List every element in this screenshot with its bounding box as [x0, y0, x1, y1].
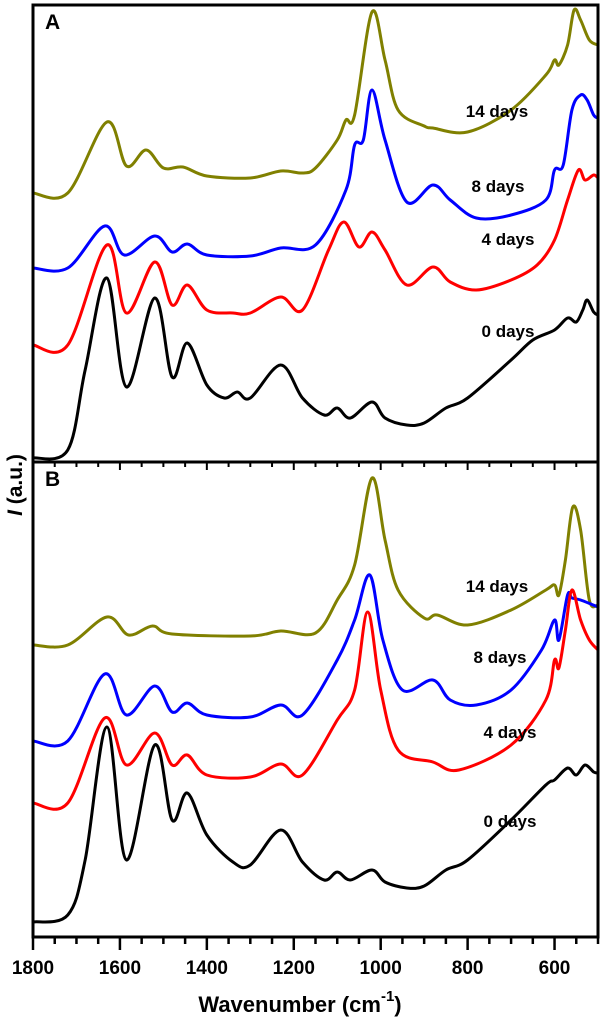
x-axis-label-text: Wavenumber (cm: [198, 992, 381, 1017]
x-tick-label: 1400: [186, 958, 228, 979]
series-line-0-days: [32, 276, 599, 461]
series-line-4-days: [32, 167, 600, 354]
panel-a: 14 days 8 days 4 days 0 days A: [31, 3, 600, 464]
series-label-4-days: 4 days: [482, 230, 535, 249]
series-label-8-days: 8 days: [474, 648, 527, 667]
x-tick-label: 800: [452, 958, 484, 979]
x-tick-label: 1800: [12, 958, 54, 979]
x-tick-label: 1600: [99, 958, 141, 979]
x-axis-label-close: ): [394, 992, 401, 1017]
panel-label: B: [45, 468, 60, 491]
y-axis-label: I (a.u.): [4, 454, 27, 516]
x-axis-label: Wavenumber (cm-1): [198, 988, 401, 1017]
panel-label: A: [45, 11, 60, 34]
series-label-0-days: 0 days: [482, 322, 535, 341]
series-line-4-days: [32, 588, 600, 811]
series-line-8-days: [32, 88, 599, 273]
series-line-14-days: [32, 7, 599, 200]
series-line-0-days: [32, 725, 599, 924]
x-tick-label: 1000: [360, 958, 402, 979]
x-axis: 1800 1600 1400 1200 1000 800 600: [12, 462, 600, 979]
x-axis-label-superscript: -1: [381, 988, 394, 1005]
x-tick-label: 1200: [273, 958, 315, 979]
series-label-8-days: 8 days: [472, 177, 525, 196]
series-label-14-days: 14 days: [466, 102, 528, 121]
series-label-4-days: 4 days: [484, 723, 537, 742]
y-axis-label-unit: (a.u.): [4, 454, 27, 510]
series-label-0-days: 0 days: [484, 812, 537, 831]
series-line-8-days: [32, 573, 599, 748]
x-tick-label: 600: [539, 958, 571, 979]
series-label-14-days: 14 days: [466, 577, 528, 596]
series-line-14-days: [32, 476, 599, 649]
panel-b: 14 days 8 days 4 days 0 days B: [31, 460, 600, 939]
y-axis-label-symbol: I: [4, 509, 27, 516]
